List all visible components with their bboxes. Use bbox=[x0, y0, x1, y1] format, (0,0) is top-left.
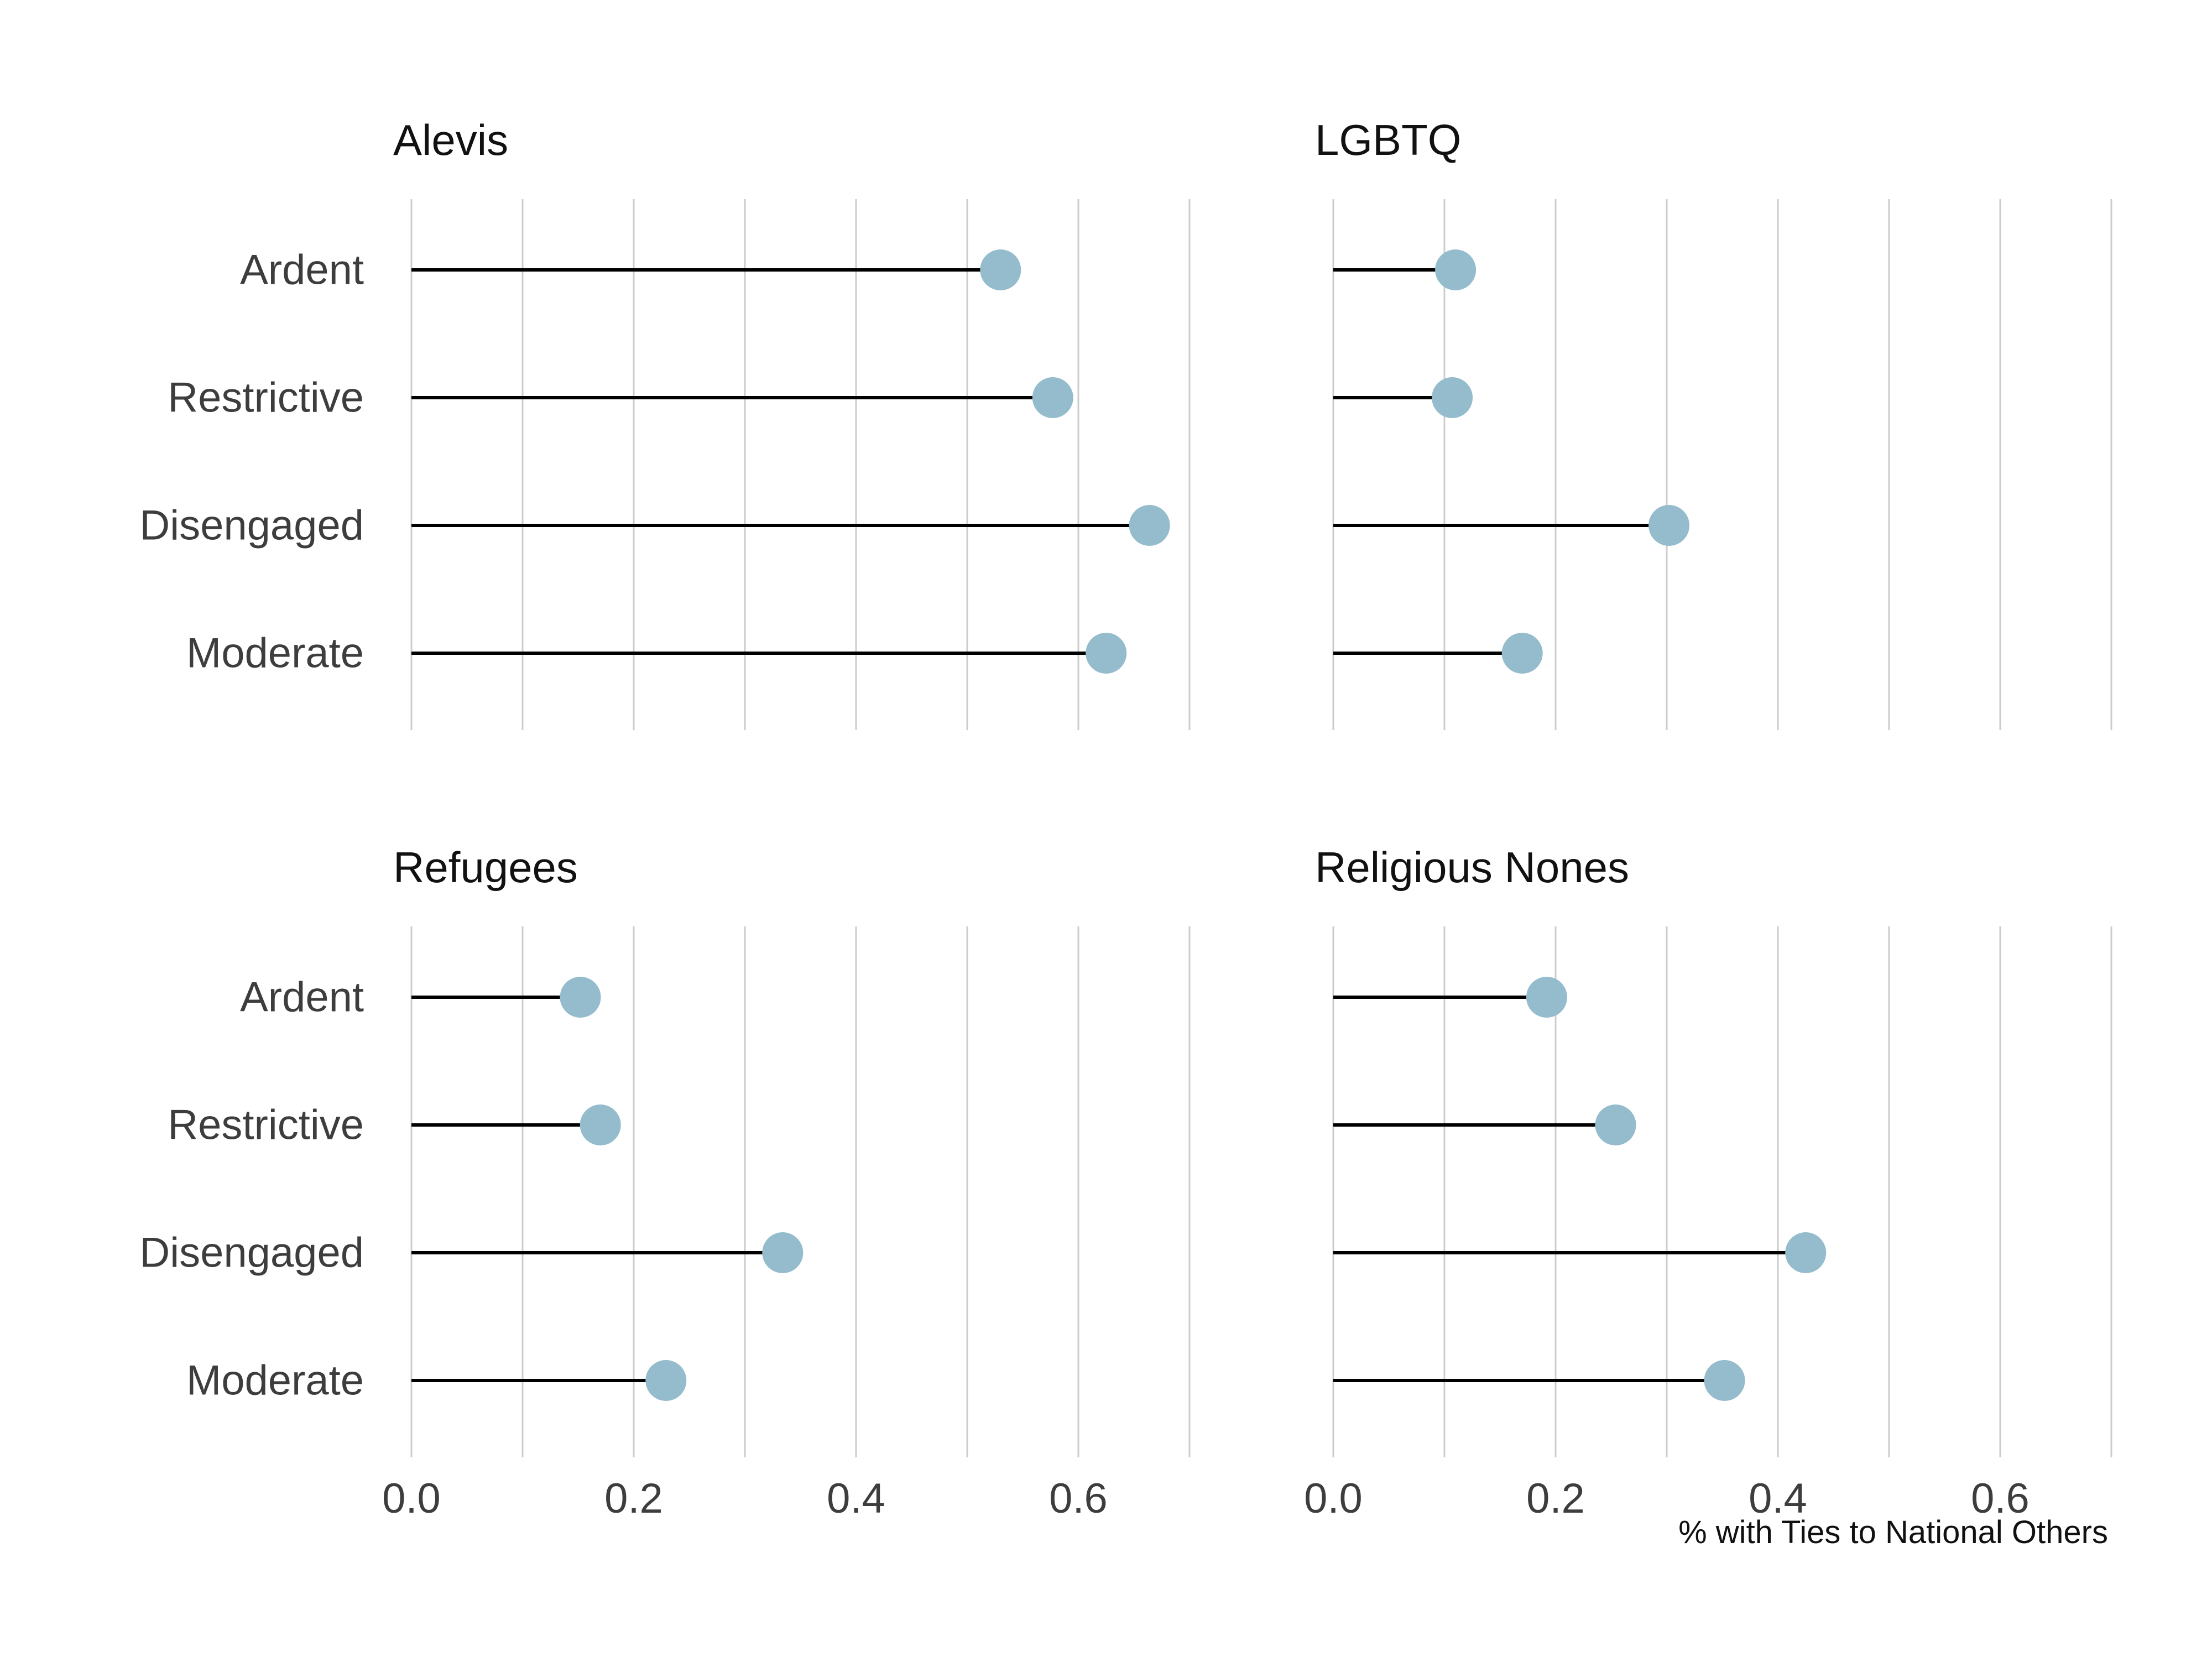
lollipop-dot bbox=[580, 1104, 621, 1145]
panel-title: LGBTQ bbox=[1315, 116, 1461, 164]
lollipop-dot bbox=[1526, 977, 1567, 1018]
lollipop-dot bbox=[1129, 505, 1170, 546]
category-label: Disengaged bbox=[139, 502, 364, 549]
lollipop-dot bbox=[1432, 377, 1473, 418]
x-tick-label: 0.4 bbox=[1749, 1475, 1807, 1522]
lollipop-dot bbox=[1785, 1232, 1827, 1273]
category-label: Ardent bbox=[240, 247, 364, 294]
lollipop-dot bbox=[1032, 377, 1073, 418]
panel-title: Alevis bbox=[393, 116, 508, 164]
x-tick-label: 0.2 bbox=[604, 1475, 663, 1522]
lollipop-dot bbox=[1501, 633, 1543, 674]
x-tick-label: 0.0 bbox=[382, 1475, 441, 1522]
lollipop-dot bbox=[980, 249, 1021, 290]
category-label: Moderate bbox=[186, 1357, 364, 1404]
category-label: Disengaged bbox=[139, 1229, 364, 1277]
category-label: Ardent bbox=[240, 974, 364, 1021]
panel-title: Refugees bbox=[393, 843, 578, 892]
x-tick-label: 0.6 bbox=[1049, 1475, 1108, 1522]
lollipop-dot bbox=[1435, 249, 1477, 290]
x-tick-label: 0.2 bbox=[1526, 1475, 1585, 1522]
lollipop-dot bbox=[1648, 505, 1690, 546]
lollipop-dot bbox=[560, 977, 601, 1018]
category-label: Moderate bbox=[186, 630, 364, 677]
category-label: Restrictive bbox=[168, 374, 364, 421]
x-tick-label: 0.6 bbox=[1971, 1475, 2030, 1522]
category-label: Restrictive bbox=[168, 1102, 364, 1149]
x-axis-title: % with Ties to National Others bbox=[1678, 1514, 2108, 1550]
lollipop-dot bbox=[1086, 633, 1127, 674]
lollipop-dot bbox=[1595, 1104, 1636, 1145]
lollipop-dot bbox=[645, 1360, 687, 1401]
lollipop-dot bbox=[762, 1232, 804, 1273]
x-tick-label: 0.0 bbox=[1304, 1475, 1363, 1522]
lollipop-dot bbox=[1704, 1360, 1745, 1401]
x-tick-label: 0.4 bbox=[827, 1475, 885, 1522]
panel-title: Religious Nones bbox=[1315, 843, 1629, 892]
